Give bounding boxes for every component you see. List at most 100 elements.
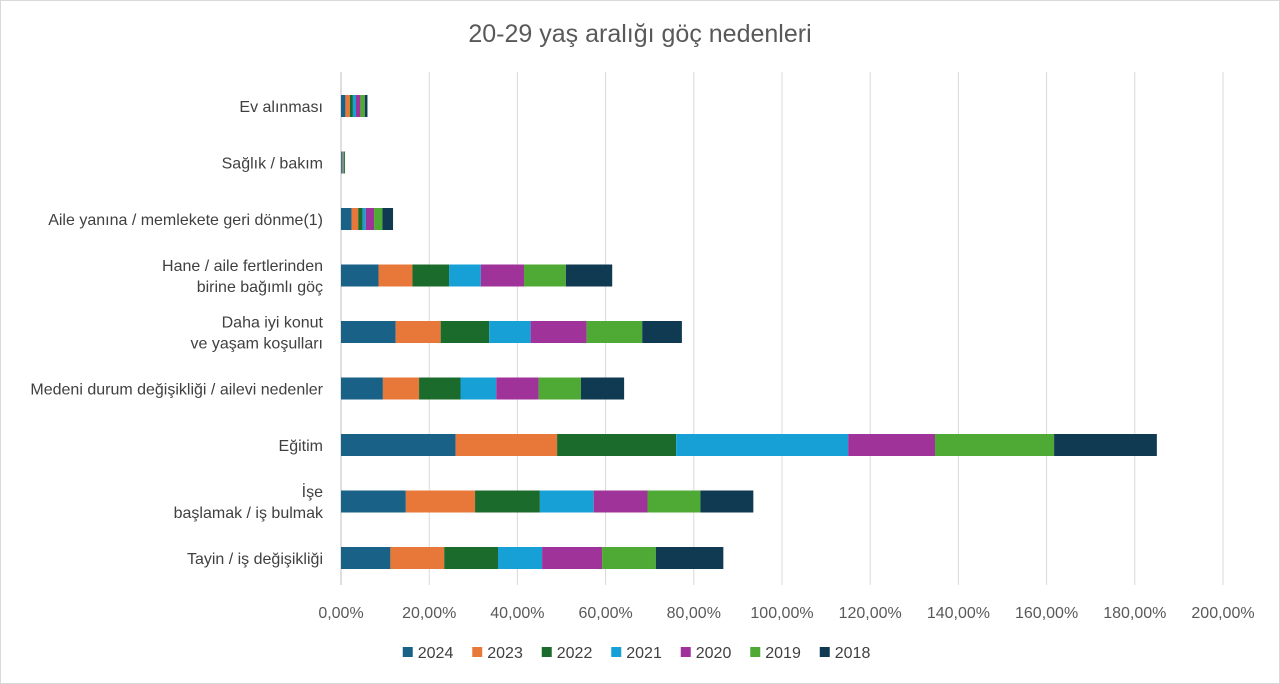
bar-segment-2021: [676, 434, 849, 456]
category-label: İşe: [302, 482, 323, 501]
legend-item-2020: 2020: [680, 645, 732, 662]
bar-segment-2019: [343, 151, 345, 174]
category-labels: Ev alınması Sağlık / bakım Aile yanına / m…: [30, 99, 324, 568]
legend-label: 2018: [835, 645, 871, 662]
x-tick-label: 180,00%: [1103, 605, 1166, 622]
bar-segment-2024: [341, 208, 352, 230]
legend-label: 2019: [765, 645, 801, 662]
bar-segment-2020: [365, 208, 375, 230]
bar-segment-2022: [342, 151, 343, 174]
bar-segment-2020: [355, 95, 361, 117]
legend-swatch: [680, 647, 691, 657]
bar-segment-2022: [444, 547, 498, 569]
bar-segment-2018: [364, 95, 368, 117]
bar-segment-2018: [565, 264, 613, 287]
bar-segment-2024: [341, 547, 391, 569]
bar-segment-2018: [655, 547, 724, 569]
bar-segment-2023: [351, 208, 359, 230]
bar-segment-2020: [343, 151, 344, 174]
bar-segment-2018: [642, 321, 682, 343]
bar-segment-2019: [647, 490, 701, 513]
bar-segment-2018: [344, 151, 346, 174]
bar-segment-2019: [538, 377, 581, 400]
bar-segment-2018: [1054, 434, 1157, 456]
legend-label: 2023: [487, 645, 523, 662]
category-label: ve yaşam koşulları: [191, 336, 324, 353]
bar-segment-2021: [489, 321, 531, 343]
x-tick-label: 60,00%: [578, 605, 632, 622]
bar-segment-2020: [542, 547, 603, 569]
category-label: Eğitim: [279, 438, 323, 455]
bar-segment-2024: [341, 151, 342, 174]
bar-segment-2018: [382, 208, 394, 230]
bar-segment-2023: [455, 434, 558, 456]
category-label: Daha iyi konut: [222, 315, 324, 332]
category-label: birine bağımlı göç: [197, 279, 323, 296]
category-label: Ev alınması: [239, 99, 323, 116]
legend-swatch: [819, 647, 830, 657]
bar-segment-2019: [524, 264, 566, 287]
legend: 2024 2023 2022 2021 2020 2019 2018: [402, 645, 871, 662]
bar-segment-2019: [602, 547, 656, 569]
bar-segment-2020: [480, 264, 525, 287]
legend-item-2018: 2018: [819, 645, 871, 662]
category-label: Tayin / iş değişikliği: [187, 551, 323, 568]
bar-segment-2022: [358, 208, 363, 230]
bar-segment-2023: [345, 95, 350, 117]
bar-segment-2018: [700, 490, 754, 513]
bar-segment-2022: [412, 264, 450, 287]
legend-label: 2020: [696, 645, 732, 662]
bar-segment-2020: [848, 434, 936, 456]
bar-segment-2019: [360, 95, 365, 117]
category-label: Hane / aile fertlerinden: [162, 258, 323, 275]
chart-title: 20-29 yaş aralığı göç nedenleri: [468, 20, 811, 48]
bar-segment-2023: [395, 321, 441, 343]
bar-segment-2024: [341, 95, 346, 117]
legend-swatch: [541, 647, 552, 657]
legend-item-2024: 2024: [402, 645, 454, 662]
bar-segment-2019: [935, 434, 1055, 456]
category-label: Sağlık / bakım: [222, 156, 323, 173]
bar-segment-2024: [341, 321, 396, 343]
bar-segment-2019: [586, 321, 643, 343]
legend-item-2022: 2022: [541, 645, 592, 662]
bar-segment-2018: [580, 377, 625, 400]
bar-segment-2024: [341, 490, 406, 513]
legend-label: 2021: [626, 645, 662, 662]
bar-segment-2023: [390, 547, 445, 569]
legend-label: 2024: [418, 645, 454, 662]
bar-segment-2021: [497, 547, 543, 569]
legend-swatch: [402, 647, 413, 657]
bar-segment-2021: [449, 264, 481, 287]
bar-segment-2023: [405, 490, 476, 513]
category-label: Aile yanına / memlekete geri dönme(1): [48, 212, 323, 229]
bar-segment-2022: [349, 95, 353, 117]
bar-segment-2024: [341, 264, 379, 287]
x-tick-label: 100,00%: [750, 605, 813, 622]
bar-segment-2021: [362, 208, 366, 230]
bar-segment-2023: [341, 151, 343, 174]
x-tick-label: 140,00%: [927, 605, 990, 622]
bar-segment-2021: [342, 151, 344, 174]
bar-segment-2021: [352, 95, 356, 117]
bar-segment-2021: [460, 377, 497, 400]
bar-segment-2024: [341, 377, 383, 400]
legend-item-2019: 2019: [750, 645, 801, 662]
bar-segment-2022: [475, 490, 540, 513]
x-tick-label: 200,00%: [1191, 605, 1254, 622]
bar-segment-2020: [530, 321, 587, 343]
category-label: Medeni durum değişikliği / ailevi nedenl…: [30, 382, 323, 399]
bar-segment-2023: [382, 377, 420, 400]
x-tick-label: 160,00%: [1015, 605, 1078, 622]
bar-segment-2022: [419, 377, 461, 400]
legend-swatch: [472, 647, 483, 657]
bar-segment-2020: [593, 490, 648, 513]
bar-segment-2021: [539, 490, 594, 513]
x-tick-label: 40,00%: [490, 605, 544, 622]
legend-swatch: [750, 647, 761, 657]
bars: [341, 95, 1157, 569]
legend-item-2023: 2023: [472, 645, 523, 662]
x-axis-ticks: 0,00% 20,00% 40,00% 60,00% 80,00% 100,00% 120,…: [318, 605, 1254, 622]
x-tick-label: 80,00%: [667, 605, 721, 622]
bar-segment-2024: [341, 434, 456, 456]
